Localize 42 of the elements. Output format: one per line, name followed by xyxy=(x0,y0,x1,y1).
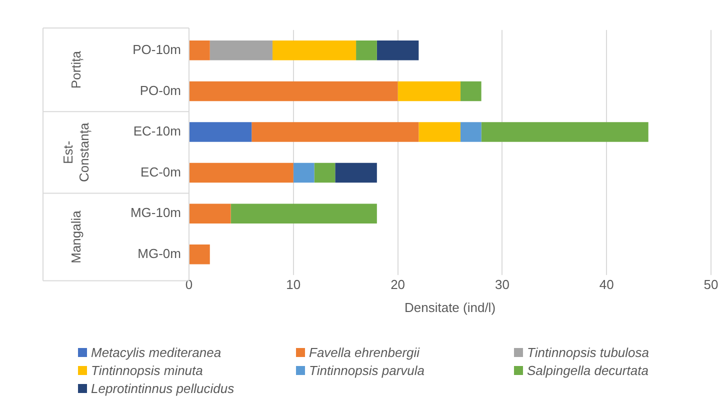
bar xyxy=(252,122,419,142)
bar xyxy=(418,122,460,142)
bar xyxy=(230,204,377,224)
x-tick-label: 30 xyxy=(494,277,510,292)
bar xyxy=(190,40,210,60)
y-tick-label: MG-0m xyxy=(138,246,181,261)
bar xyxy=(335,162,377,183)
x-tick-label: 10 xyxy=(286,277,301,292)
text: Portița xyxy=(68,50,84,89)
bar xyxy=(314,162,336,183)
bar xyxy=(481,122,648,142)
x-tick-label: 40 xyxy=(599,277,614,292)
legend-label: Salpingella decurtata xyxy=(527,363,648,378)
bar xyxy=(190,204,231,224)
legend-label: Metacylis mediteranea xyxy=(91,345,222,360)
text: Est-Constanța xyxy=(60,122,92,182)
x-tick-label: 50 xyxy=(704,277,718,292)
text: Mangalia xyxy=(68,210,84,264)
x-tick-label: 20 xyxy=(390,277,406,292)
bar xyxy=(376,40,419,60)
bar xyxy=(272,40,356,60)
y-tick-label: EC-10m xyxy=(133,124,181,139)
y-tick-label: PO-0m xyxy=(140,82,181,98)
legend-label: Tintinnopsis tubulosa xyxy=(527,345,650,360)
y-tick-label: MG-10m xyxy=(130,205,181,220)
bar xyxy=(460,81,482,102)
y-tick-label: PO-10m xyxy=(132,42,181,57)
bar xyxy=(356,40,377,60)
legend-label: Tintinnopsis parvula xyxy=(309,363,425,378)
bar xyxy=(293,162,314,183)
bar xyxy=(190,122,252,142)
bar xyxy=(190,162,294,183)
bar xyxy=(190,244,210,264)
bar xyxy=(398,81,460,102)
legend-label: Favella ehrenbergii xyxy=(309,345,420,360)
legend-label: Leprotintinnus pellucidus xyxy=(91,381,234,396)
legend-label: Tintinnopsis minuta xyxy=(91,363,203,378)
y-tick-label: EC-0m xyxy=(140,164,181,180)
bar xyxy=(190,81,398,102)
bar xyxy=(460,122,482,142)
x-axis-title: Densitate (ind/l) xyxy=(404,300,496,315)
bar xyxy=(210,40,273,60)
